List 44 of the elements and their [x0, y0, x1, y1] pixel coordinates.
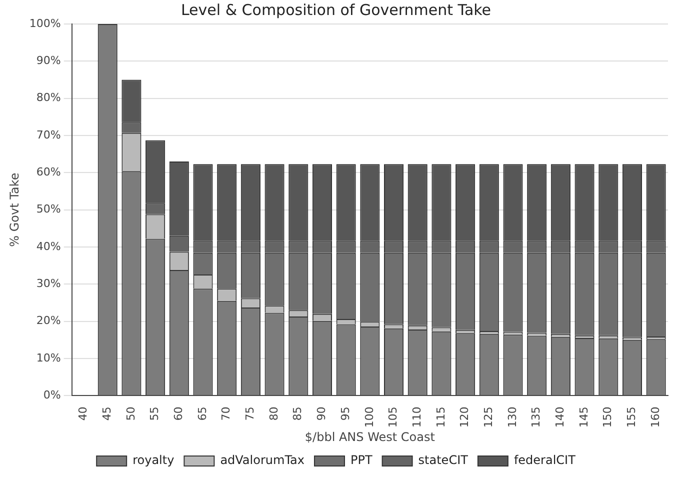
x-tick-label: 90: [315, 406, 328, 421]
x-tick-label: 140: [554, 406, 567, 428]
x-tick-label: 105: [386, 406, 400, 428]
chart-title: Level & Composition of Government Take: [180, 0, 492, 19]
x-tick-label: 50: [124, 406, 138, 421]
x-tick-label: 40: [76, 406, 90, 421]
legend-label: adValorumTax: [220, 453, 304, 468]
x-tick-label: 95: [338, 406, 352, 421]
y-axis-title: % Govt Take: [7, 172, 22, 247]
x-tick-label: 155: [625, 406, 638, 428]
y-tick-label: 100%: [29, 16, 61, 30]
x-tick-label: 75: [244, 406, 257, 421]
y-tick-label: 0%: [43, 388, 61, 402]
legend-label: stateCIT: [418, 453, 469, 468]
x-tick-label: 145: [577, 406, 590, 428]
x-tick-label: 70: [220, 406, 233, 421]
x-tick-label: 110: [410, 406, 424, 428]
y-tick-label: 80%: [36, 91, 61, 104]
y-tick-label: 90%: [36, 54, 61, 68]
y-tick-label: 10%: [36, 351, 61, 364]
x-tick-label: 130: [506, 406, 519, 428]
x-tick-label: 55: [148, 406, 162, 421]
x-tick-label: 150: [601, 406, 614, 428]
x-tick-label: 135: [530, 406, 543, 428]
x-tick-label: 125: [482, 406, 496, 428]
x-tick-label: 80: [267, 406, 280, 421]
x-tick-label: 85: [291, 406, 304, 421]
y-tick-label: 70%: [36, 128, 61, 142]
x-tick-label: 65: [196, 406, 209, 421]
x-tick-label: 160: [648, 406, 662, 428]
x-tick-label: 120: [458, 406, 472, 428]
y-tick-label: 40%: [36, 240, 61, 253]
x-tick-label: 45: [100, 406, 114, 421]
x-tick-label: 100: [362, 406, 376, 428]
y-tick-label: 30%: [36, 276, 61, 290]
legend-label: royalty: [132, 453, 174, 468]
y-tick-label: 50%: [36, 202, 61, 216]
x-tick-label: 60: [172, 406, 186, 421]
x-tick-label: 115: [434, 406, 448, 428]
y-tick-label: 60%: [36, 166, 61, 178]
legend-label: PPT: [350, 453, 373, 468]
legend-label: federalCIT: [514, 453, 576, 468]
x-axis-title: $/bbl ANS West Coast: [304, 430, 436, 444]
y-tick-label: 20%: [36, 314, 61, 328]
